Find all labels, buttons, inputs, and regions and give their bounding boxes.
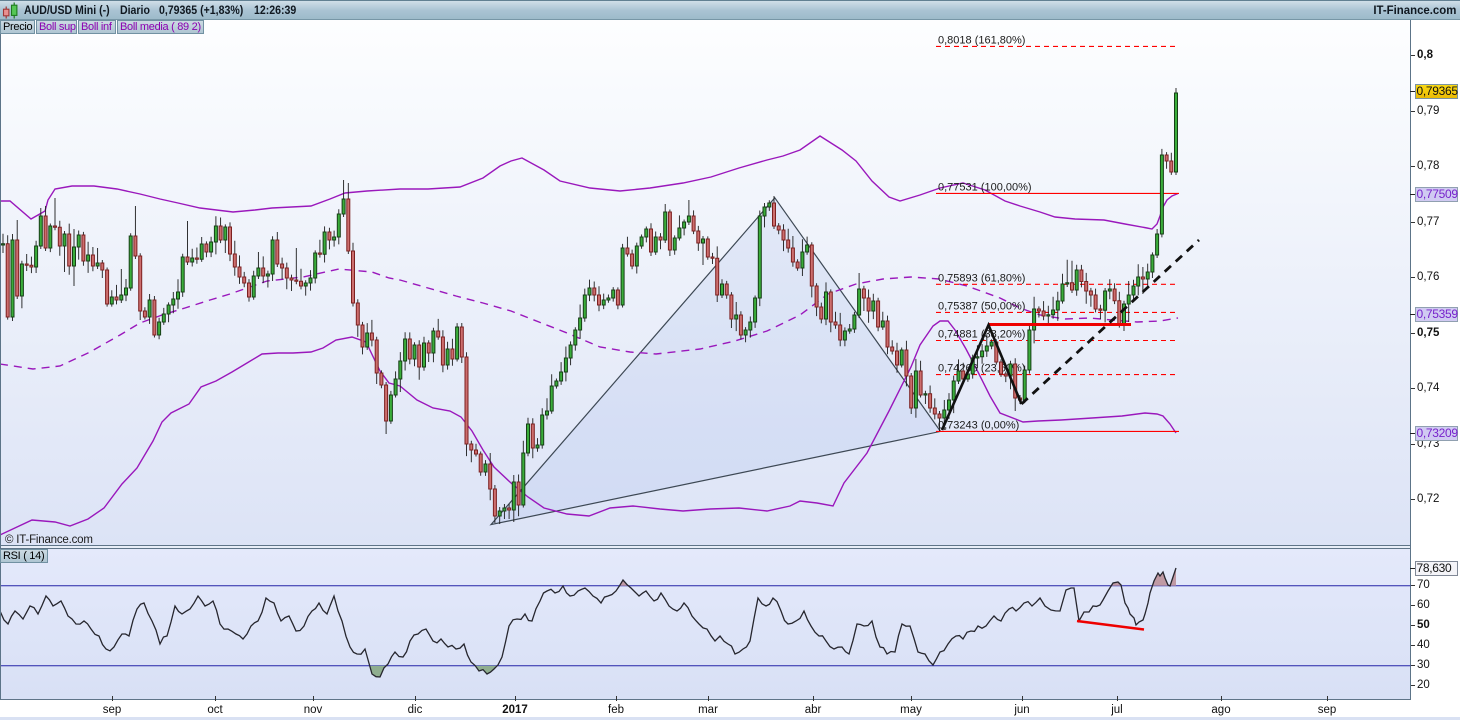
svg-text:0,8018 (161,80%): 0,8018 (161,80%) xyxy=(938,34,1025,46)
svg-text:0,77531 (100,00%): 0,77531 (100,00%) xyxy=(938,181,1032,193)
svg-text:0,74881 (38,20%): 0,74881 (38,20%) xyxy=(938,329,1025,341)
svg-text:0,75893 (61,80%): 0,75893 (61,80%) xyxy=(938,272,1025,284)
svg-text:0,75387 (50,00%): 0,75387 (50,00%) xyxy=(938,300,1025,312)
svg-text:© IT-Finance.com: © IT-Finance.com xyxy=(5,534,93,546)
svg-text:0,73243 (0,00%): 0,73243 (0,00%) xyxy=(938,419,1019,431)
